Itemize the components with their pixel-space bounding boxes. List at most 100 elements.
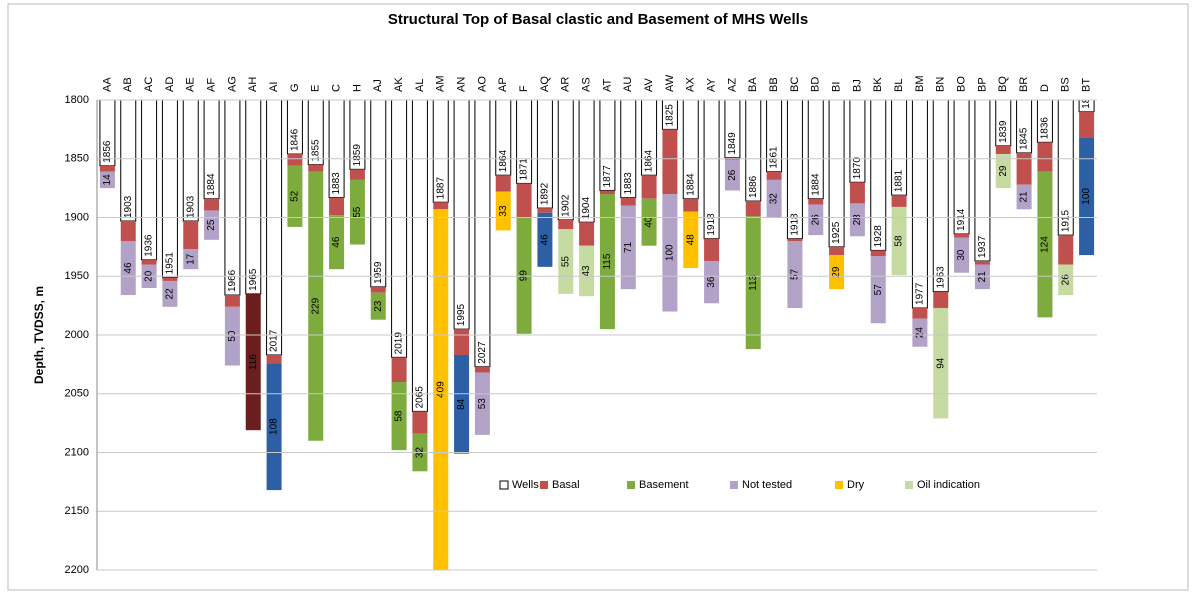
data-label: 53 xyxy=(477,398,488,410)
data-label: 1936 xyxy=(144,234,155,257)
data-label: 1861 xyxy=(769,146,780,169)
data-label: 71 xyxy=(623,241,634,253)
data-label: 52 xyxy=(290,190,301,202)
bar-segment xyxy=(329,197,345,216)
data-label: 1951 xyxy=(165,252,176,275)
bar-segment xyxy=(954,233,970,238)
data-label: 33 xyxy=(498,205,509,217)
bar-segment xyxy=(933,307,949,419)
y-tick-label: 2150 xyxy=(65,505,89,517)
y-axis-title: Depth, TVDSS, m xyxy=(32,286,46,384)
x-tick-label: AF xyxy=(205,78,217,92)
bar-segment xyxy=(224,306,240,366)
bar-segment xyxy=(412,411,428,434)
bar-segment xyxy=(1037,171,1053,318)
data-label: 1903 xyxy=(185,195,196,218)
bar-segment xyxy=(161,100,178,278)
x-tick-label: BC xyxy=(789,77,801,92)
x-tick-label: BJ xyxy=(851,79,863,92)
data-label: 1864 xyxy=(644,150,655,173)
data-label: 28 xyxy=(852,214,863,226)
bar-segment xyxy=(662,194,678,312)
bar-segment xyxy=(787,241,803,308)
bar-segment xyxy=(995,145,1011,155)
data-label: 1928 xyxy=(873,225,884,248)
bar-segment xyxy=(1079,111,1095,138)
legend-label: Not tested xyxy=(742,479,792,491)
data-label: 55 xyxy=(560,256,571,268)
data-label: 14 xyxy=(102,174,113,186)
bar-segment xyxy=(433,209,449,570)
bar-segment xyxy=(183,249,199,270)
data-label: 1925 xyxy=(831,221,842,244)
bar-segment xyxy=(162,277,178,281)
x-tick-label: AT xyxy=(601,78,613,92)
bar-segment xyxy=(204,198,220,211)
bar-segment xyxy=(537,212,553,267)
data-label: 2019 xyxy=(394,332,405,355)
data-label: 22 xyxy=(165,288,176,300)
x-tick-label: G xyxy=(289,83,301,92)
x-tick-label: AE xyxy=(185,77,197,92)
bar-segment xyxy=(704,260,720,304)
bar-segment xyxy=(537,208,553,213)
data-label: 36 xyxy=(706,276,717,288)
data-label: 409 xyxy=(435,381,446,398)
bar-segment xyxy=(912,307,928,319)
x-tick-label: AJ xyxy=(372,79,384,92)
bar-segment xyxy=(183,221,199,250)
x-tick-label: AG xyxy=(226,76,238,92)
x-tick-label: AY xyxy=(705,77,717,92)
bar-segment xyxy=(454,354,470,454)
data-label: 1845 xyxy=(1019,127,1030,150)
x-tick-label: AS xyxy=(580,77,592,92)
bar-segment xyxy=(474,100,491,368)
bar-segment xyxy=(120,221,136,241)
data-label: 25 xyxy=(206,219,217,231)
data-label: 116 xyxy=(248,354,259,370)
bar-segment xyxy=(329,215,345,270)
x-tick-label: AC xyxy=(143,77,155,92)
data-label: 1887 xyxy=(435,177,446,200)
legend-label: Basal xyxy=(552,479,580,491)
legend-swatch xyxy=(499,480,509,490)
data-label: 1884 xyxy=(206,173,217,196)
data-label: 57 xyxy=(873,284,884,296)
bar-segment xyxy=(808,204,824,236)
data-label: 32 xyxy=(769,193,780,205)
x-tick-label: AA xyxy=(101,77,113,92)
x-tick-label: H xyxy=(351,84,363,92)
y-tick-label: 1850 xyxy=(65,153,89,165)
bar-segment xyxy=(349,169,365,180)
y-tick-label: 2000 xyxy=(65,329,89,341)
x-tick-label: BD xyxy=(810,77,822,92)
bar-segment xyxy=(558,219,574,230)
data-label: 58 xyxy=(394,410,405,422)
bar-segment xyxy=(453,100,470,330)
data-label: 1965 xyxy=(248,268,259,291)
x-tick-label: BL xyxy=(893,79,905,92)
bar-segment xyxy=(724,159,740,191)
x-tick-label: AN xyxy=(455,77,467,92)
data-label: 17 xyxy=(185,253,196,265)
data-label: 1904 xyxy=(581,197,592,220)
bar-segment xyxy=(370,286,386,293)
bar-segment xyxy=(245,100,262,295)
bar-segment xyxy=(162,280,178,307)
data-label: 2027 xyxy=(477,341,488,364)
bar-segment xyxy=(99,165,115,172)
data-label: 1892 xyxy=(540,182,551,205)
x-tick-label: BB xyxy=(768,77,780,92)
data-label: 30 xyxy=(956,249,967,261)
x-tick-label: BM xyxy=(914,76,926,93)
data-label: 1886 xyxy=(748,175,759,198)
x-tick-label: BQ xyxy=(997,76,1009,92)
bar-segment xyxy=(1058,235,1074,265)
data-label: 1836 xyxy=(1040,117,1051,140)
bar-segment xyxy=(766,179,782,218)
x-tick-label: AO xyxy=(476,76,488,92)
x-tick-label: C xyxy=(330,84,342,92)
data-label: 1846 xyxy=(290,128,301,151)
data-label: 46 xyxy=(123,262,134,274)
